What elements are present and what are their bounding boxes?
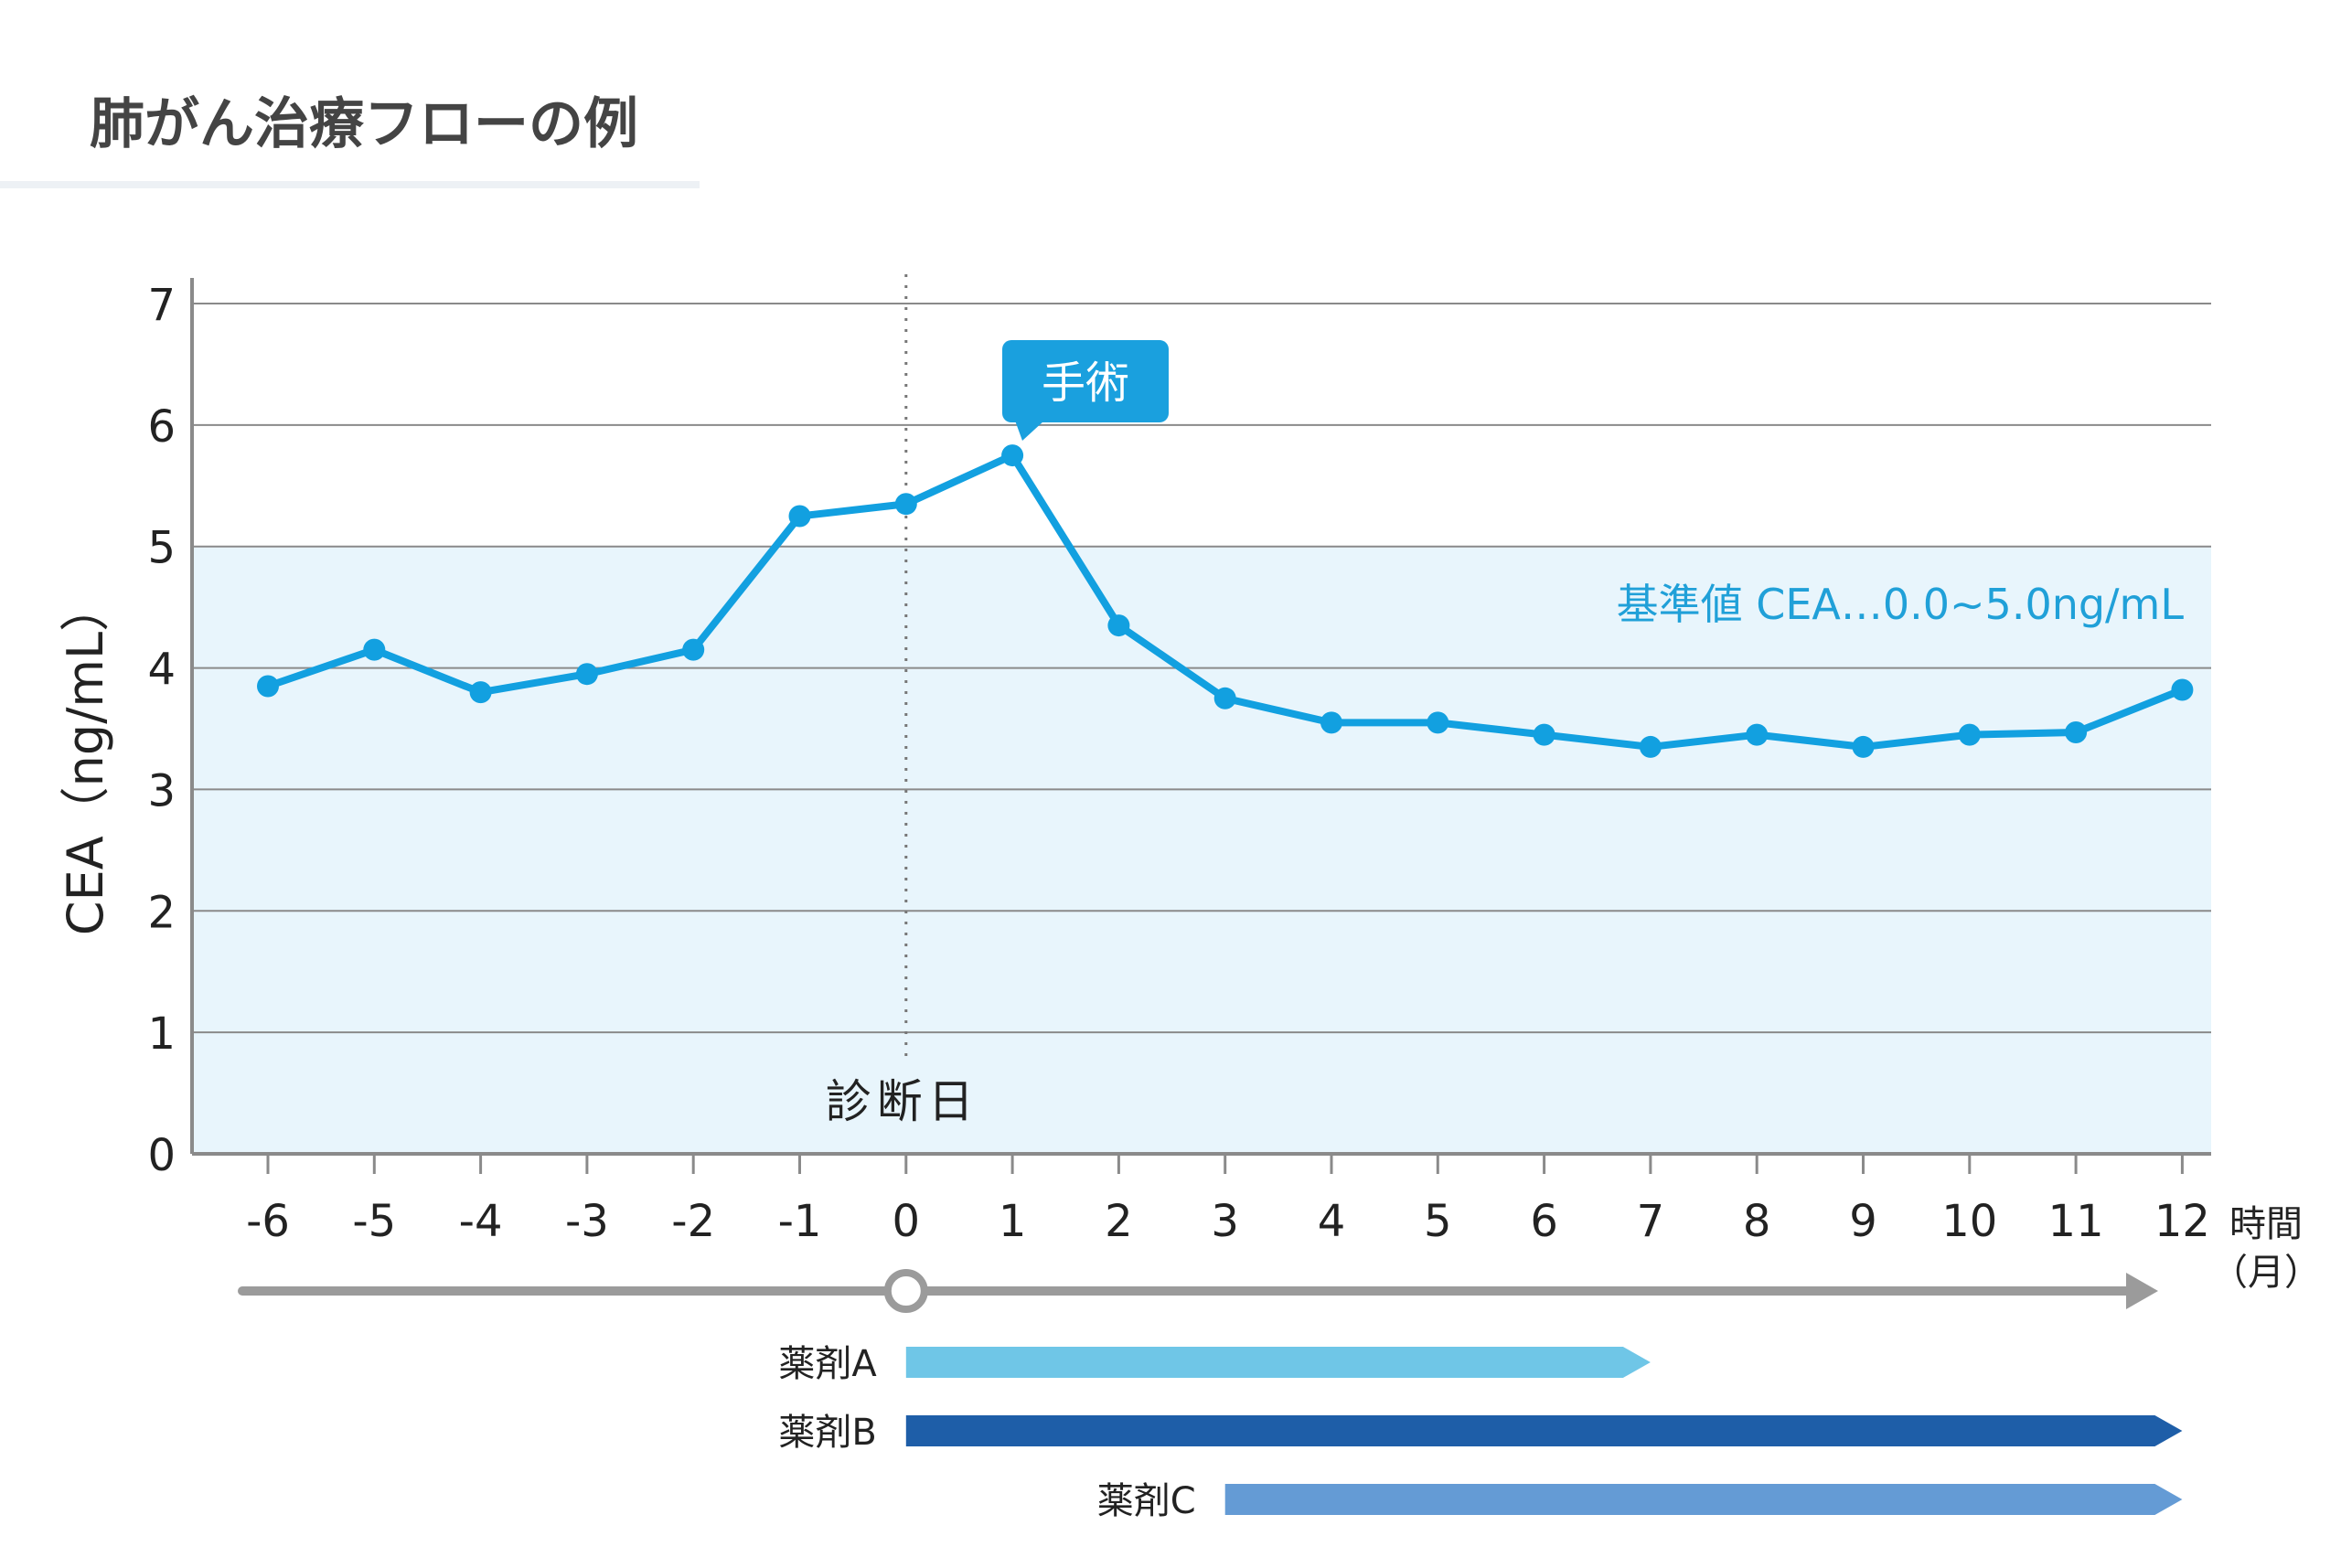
x-tick-label: 10 — [1941, 1196, 1997, 1247]
y-tick-label: 7 — [147, 280, 176, 331]
surgery-callout-label: 手術 — [1042, 357, 1129, 409]
data-point — [1958, 723, 1981, 746]
timeline — [238, 1269, 2158, 1313]
gridlines — [192, 303, 2211, 1034]
data-point — [788, 505, 811, 528]
x-tick-label: 12 — [2154, 1196, 2210, 1247]
x-tick-label: 4 — [1318, 1196, 1346, 1247]
data-point — [1427, 711, 1449, 734]
data-point — [1746, 723, 1769, 746]
data-point — [469, 681, 492, 704]
x-tick-label: -1 — [778, 1196, 822, 1247]
data-point — [1533, 723, 1555, 746]
series-line — [257, 444, 2194, 758]
x-tick-label: -6 — [246, 1196, 290, 1247]
x-tick-label: 9 — [1849, 1196, 1877, 1247]
x-tick-label: 1 — [999, 1196, 1027, 1247]
x-tick-label: -2 — [671, 1196, 715, 1247]
x-tick-label: 2 — [1105, 1196, 1133, 1247]
treatment-label: 薬剤B — [778, 1412, 876, 1454]
treatment-label: 薬剤A — [778, 1343, 877, 1385]
treatment-bars: 薬剤A 薬剤B 薬剤C — [778, 1343, 2183, 1522]
treatment-label: 薬剤C — [1097, 1480, 1196, 1522]
timeline-diagnosis-marker — [883, 1269, 928, 1313]
data-point — [363, 638, 386, 661]
x-tick-label: 3 — [1211, 1196, 1239, 1247]
x-axis-unit: （月） — [2211, 1252, 2321, 1294]
timeline-arrowhead — [2126, 1273, 2158, 1309]
data-point — [1107, 614, 1130, 637]
x-tick-label: 6 — [1530, 1196, 1558, 1247]
data-point — [257, 675, 279, 698]
reference-band-area — [192, 546, 2211, 1154]
data-point — [1639, 735, 1662, 758]
x-tick-label: 7 — [1637, 1196, 1665, 1247]
y-tick-label: 1 — [147, 1008, 176, 1060]
x-axis-label: 時間 — [2229, 1203, 2303, 1245]
y-tick-label: 5 — [147, 523, 176, 574]
y-tick-label: 6 — [147, 401, 176, 453]
treatment-bar-3 — [1224, 1484, 2183, 1515]
data-point — [1213, 687, 1236, 709]
data-point — [2171, 678, 2194, 701]
data-point — [575, 663, 598, 686]
y-axis-label: CEA（ng/mL） — [57, 582, 114, 935]
x-tick-label: 0 — [893, 1196, 921, 1247]
annotations: 診断日 手術 — [826, 274, 1169, 1128]
treatment-bar-1 — [905, 1347, 1651, 1378]
reference-band-label: 基準値 CEA…0.0~5.0ng/mL — [1617, 580, 2185, 629]
x-tick-label: 8 — [1743, 1196, 1771, 1247]
data-point — [1001, 444, 1024, 467]
x-tick-label: -4 — [459, 1196, 503, 1247]
x-tick-label: 5 — [1424, 1196, 1452, 1247]
data-point — [1852, 735, 1875, 758]
surgery-callout-pointer — [1015, 421, 1044, 441]
title-underline — [0, 181, 700, 188]
y-tick-label: 2 — [147, 887, 176, 938]
reference-band: 基準値 CEA…0.0~5.0ng/mL — [192, 546, 2211, 1154]
x-tick-label: 11 — [2048, 1196, 2104, 1247]
page-title: 肺がん治療フローの例 — [90, 92, 638, 156]
data-point — [1320, 711, 1342, 734]
surgery-callout-box — [1002, 340, 1169, 422]
data-point — [682, 638, 705, 661]
data-point — [894, 493, 917, 516]
y-tick-label: 4 — [147, 645, 176, 696]
y-tick-label: 3 — [147, 765, 176, 816]
x-tick-label: -5 — [352, 1196, 396, 1247]
diagnosis-label: 診断日 — [826, 1075, 979, 1128]
x-tick-label: -3 — [565, 1196, 609, 1247]
y-tick-label: 0 — [147, 1130, 176, 1181]
data-point — [2065, 720, 2088, 743]
treatment-bar-2 — [905, 1415, 2183, 1446]
